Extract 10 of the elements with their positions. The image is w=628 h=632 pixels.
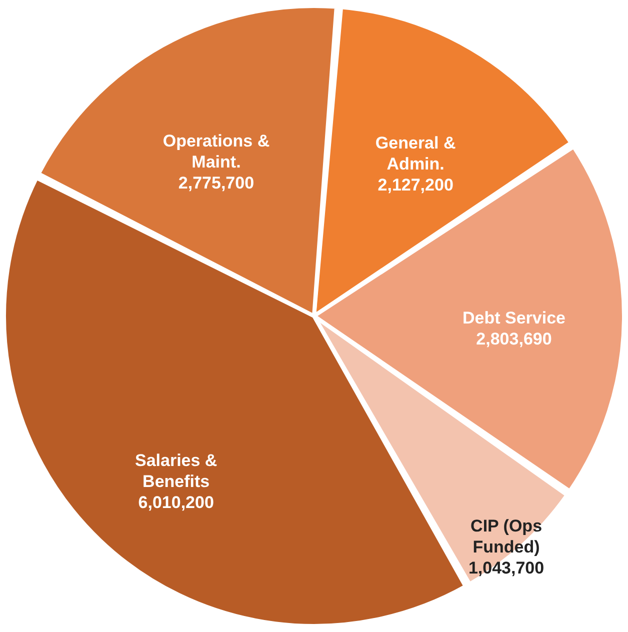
data-label: 1,043,700	[468, 558, 544, 578]
slice-label: Debt Service	[462, 308, 566, 328]
slice-label: Salaries & Benefits	[134, 450, 218, 491]
data-label: 6,010,200	[138, 492, 214, 512]
slice-label: CIP (Ops Funded)	[470, 516, 542, 556]
slice-label: Operations & Maint.	[162, 132, 270, 172]
data-label: 2,127,200	[378, 176, 454, 195]
data-label: 2,775,700	[178, 174, 254, 193]
slice-label: General & Admin.	[375, 134, 456, 174]
data-label: 2,803,690	[476, 329, 552, 348]
